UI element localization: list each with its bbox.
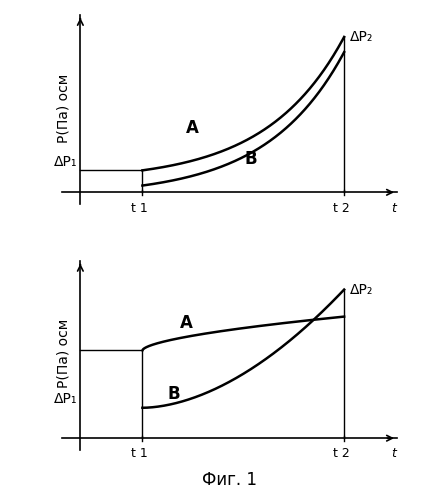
Text: P(Па) осм: P(Па) осм [56, 319, 70, 388]
Text: t 2: t 2 [333, 448, 349, 460]
Text: t 1: t 1 [131, 202, 148, 214]
Text: t: t [391, 448, 396, 460]
Text: Фиг. 1: Фиг. 1 [202, 472, 257, 490]
Text: ΔP₁: ΔP₁ [54, 392, 77, 406]
Text: t: t [391, 202, 396, 214]
Text: t 1: t 1 [131, 448, 148, 460]
Text: ΔP₂: ΔP₂ [350, 282, 374, 296]
Text: B: B [167, 386, 180, 404]
Text: ΔP₁: ΔP₁ [54, 154, 77, 168]
Text: t 2: t 2 [333, 202, 349, 214]
Text: A: A [186, 119, 198, 137]
Text: P(Па) осм: P(Па) осм [56, 74, 70, 142]
Text: B: B [245, 150, 258, 168]
Text: ΔP₂: ΔP₂ [350, 30, 374, 44]
Text: A: A [179, 314, 192, 332]
